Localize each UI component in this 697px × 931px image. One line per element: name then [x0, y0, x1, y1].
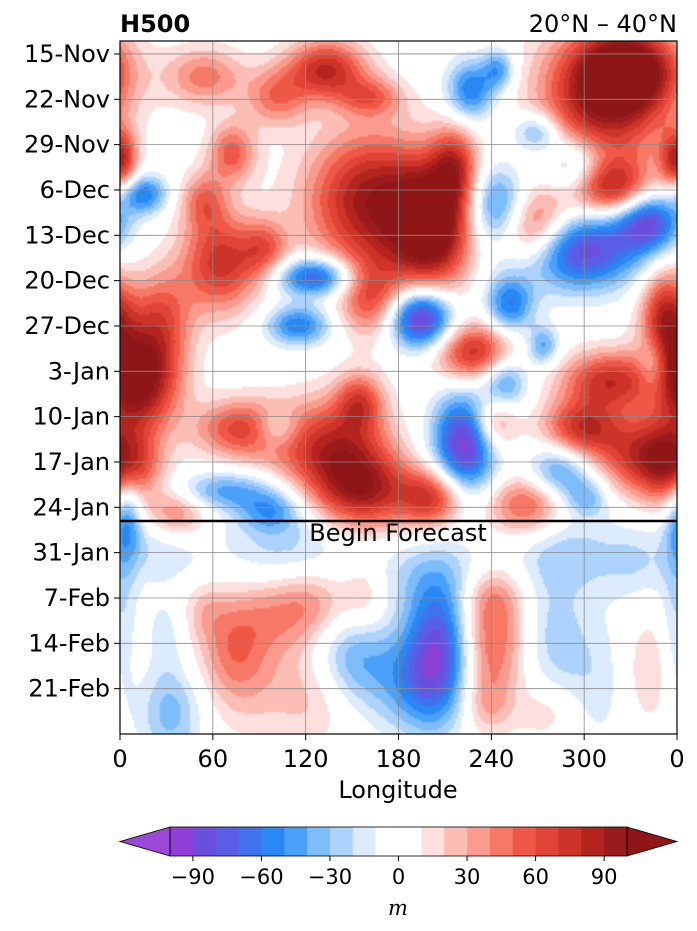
- y-axis: 15-Nov 22-Nov 29-Nov 6-Dec 13-Dec 20-Dec 27-De…: [24, 40, 120, 703]
- y-tick-label: 15-Nov: [24, 40, 110, 68]
- grid-lines: [120, 41, 677, 734]
- y-tick-label: 6-Dec: [40, 176, 110, 204]
- x-axis-label: Longitude: [338, 776, 457, 804]
- x-tick-label: 60: [198, 745, 229, 773]
- x-tick-label: 300: [561, 745, 607, 773]
- colorbar-segment: [192, 827, 217, 856]
- colorbar-segment: [512, 827, 537, 856]
- x-tick-label: 0: [669, 745, 684, 773]
- colorbar-under-arrow: [118, 826, 171, 857]
- colorbar-segment: [284, 827, 308, 856]
- colorbar-segment: [170, 827, 194, 856]
- colorbar-segment: [444, 827, 468, 856]
- colorbar-segment: [467, 827, 491, 856]
- colorbar-segment: [604, 827, 628, 856]
- colorbar-segment: [535, 827, 559, 856]
- y-tick-label: 22-Nov: [24, 85, 110, 113]
- colorbar-over-arrow: [626, 826, 679, 857]
- colorbar: −90 −60 −30 0 30 60 90: [118, 826, 679, 889]
- y-tick-label: 29-Nov: [24, 131, 110, 159]
- colorbar-segment: [398, 827, 422, 856]
- x-tick-label: 0: [112, 745, 127, 773]
- forecast-annotation: Begin Forecast: [309, 519, 487, 547]
- colorbar-segment: [352, 827, 377, 856]
- colorbar-segment: [421, 827, 445, 856]
- colorbar-tick-label: −90: [171, 865, 215, 889]
- colorbar-segment: [238, 827, 262, 856]
- chart-title-left: H500: [120, 10, 190, 38]
- colorbar-tick-label: 90: [591, 865, 618, 889]
- y-tick-label: 17-Jan: [32, 448, 110, 476]
- y-tick-label: 21-Feb: [28, 675, 110, 703]
- chart-title-right: 20°N – 40°N: [529, 10, 677, 38]
- colorbar-tick-label: −30: [308, 865, 352, 889]
- colorbar-segment: [329, 827, 354, 856]
- y-tick-label: 3-Jan: [48, 357, 110, 385]
- colorbar-segment: [307, 827, 331, 856]
- plot-area: Begin Forecast: [119, 40, 678, 735]
- y-tick-label: 10-Jan: [32, 403, 110, 431]
- y-tick-label: 13-Dec: [24, 221, 110, 249]
- x-axis: 0 60 120 180 240 300 0: [112, 734, 685, 773]
- colorbar-segment: [215, 827, 240, 856]
- colorbar-tick-label: 0: [392, 865, 405, 889]
- colorbar-tick-label: 60: [522, 865, 549, 889]
- x-tick-label: 240: [468, 745, 514, 773]
- colorbar-segment: [375, 827, 399, 856]
- colorbar-segment: [581, 827, 605, 856]
- y-tick-label: 24-Jan: [32, 493, 110, 521]
- x-tick-label: 180: [376, 745, 422, 773]
- x-tick-label: 120: [283, 745, 329, 773]
- y-tick-label: 20-Dec: [24, 267, 110, 295]
- colorbar-segment: [558, 827, 582, 856]
- colorbar-segment: [261, 827, 285, 856]
- colorbar-tick-label: 30: [454, 865, 481, 889]
- y-tick-label: 14-Feb: [28, 629, 110, 657]
- y-tick-label: 27-Dec: [24, 312, 110, 340]
- y-tick-label: 31-Jan: [32, 539, 110, 567]
- y-tick-label: 7-Feb: [44, 584, 110, 612]
- colorbar-tick-label: −60: [239, 865, 283, 889]
- colorbar-segment: [489, 827, 514, 856]
- colorbar-label: m: [388, 896, 408, 920]
